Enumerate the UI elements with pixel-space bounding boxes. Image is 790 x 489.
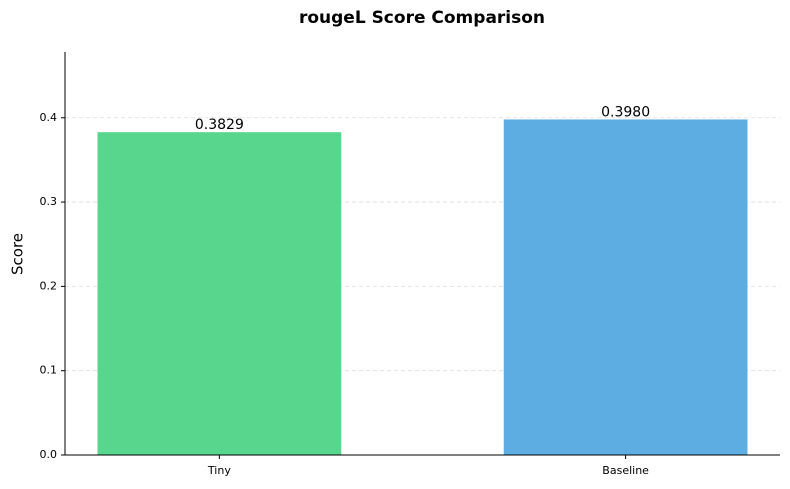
chart-title: rougeL Score Comparison (299, 8, 545, 28)
y-axis-label: Score (9, 233, 27, 275)
bar (97, 132, 342, 455)
x-tick-label: Baseline (602, 464, 649, 477)
y-tick-label: 0.2 (40, 279, 58, 292)
y-tick-label: 0.0 (40, 448, 58, 461)
value-label: 0.3829 (195, 117, 244, 133)
value-label: 0.3980 (601, 104, 650, 120)
bar (503, 119, 748, 456)
x-tick-label: Tiny (207, 464, 231, 477)
y-tick-label: 0.4 (40, 111, 58, 124)
y-tick-label: 0.1 (40, 364, 58, 377)
y-tick-label: 0.3 (40, 195, 58, 208)
